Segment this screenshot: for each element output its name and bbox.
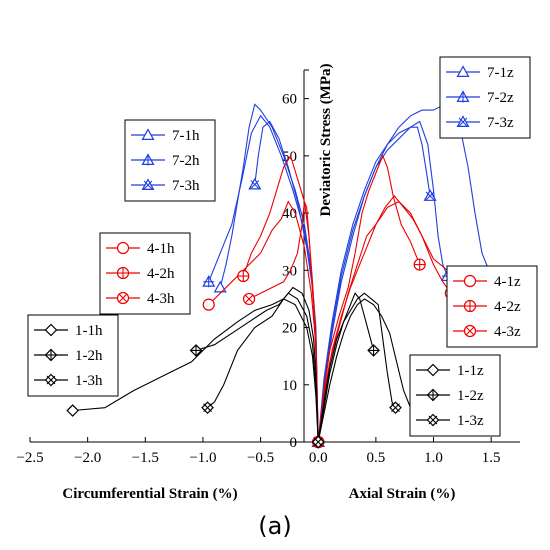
legend-label: 1-3h: [75, 373, 103, 389]
marker-x-b: [118, 293, 128, 303]
x-tick-label: 0.5: [367, 450, 386, 466]
series-line: [317, 195, 462, 443]
marker-x-b: [458, 117, 468, 127]
marker-circle: [202, 298, 215, 311]
legend-label: 7-2h: [172, 153, 200, 169]
legend-box: [409, 354, 501, 437]
marker-circle: [463, 274, 477, 288]
legend-upper-left: 7-1h 7-2h 7-3h: [124, 119, 216, 202]
series-line: [317, 298, 419, 443]
legend-label: 4-1h: [147, 241, 175, 257]
marker-triangle: [213, 280, 227, 293]
legend-label: 7-1h: [172, 128, 200, 144]
legend-label: 1-1z: [457, 363, 484, 379]
marker-x-b: [143, 180, 153, 190]
x-tick-label: −0.5: [247, 450, 274, 466]
x-axis-title-left: Circumferential Strain (%): [62, 486, 237, 502]
legend-label: 7-3z: [487, 115, 514, 131]
x-ticks: −2.5 −2.0 −1.5 −1.0 −0.5 0.0 0.5 1.0 1.5: [16, 437, 501, 466]
series-line: [207, 286, 319, 443]
legend-label: 4-2z: [494, 299, 521, 315]
figure-caption: (a): [258, 512, 291, 540]
series-1-2z: [311, 292, 380, 449]
marker-x-b: [428, 415, 438, 425]
marker-x-b: [465, 326, 475, 336]
legend-lower-left: 1-1h 1-2h 1-3h: [27, 314, 119, 397]
y-tick-label: 40: [282, 206, 297, 222]
legend-label: 4-3z: [494, 324, 521, 340]
marker-x-b: [46, 375, 56, 385]
legend-label: 1-2z: [457, 388, 484, 404]
y-tick-label: 60: [282, 92, 297, 108]
x-tick-label: 1.5: [482, 450, 501, 466]
marker-diamond: [66, 404, 80, 417]
legend-layer: 7-1h 7-2h 7-3h 4-1h 4-2h 4-3h 1-1h 1-2h 1-3h 7-1z…: [27, 56, 538, 437]
x-tick-label: 0.0: [309, 450, 328, 466]
marker-triangle: [141, 128, 155, 140]
legend-label: 1-2h: [75, 348, 103, 364]
legend-upper-right: 7-1z 7-2z 7-3z: [439, 56, 531, 139]
legend-lower-right: 1-1z 1-2z 1-3z: [409, 354, 501, 437]
legend-label: 7-3h: [172, 178, 200, 194]
legend-middle-left: 4-1h 4-2h 4-3h: [99, 232, 191, 315]
series-line: [317, 103, 500, 443]
marker-x-b: [250, 180, 260, 189]
x-tick-label: −1.5: [132, 450, 159, 466]
series-line: [195, 292, 319, 443]
x-tick-label: 1.0: [424, 450, 443, 466]
series-line: [72, 298, 319, 443]
marker-triangle: [456, 65, 470, 78]
marker-circle: [116, 241, 130, 255]
legend-label: 1-3z: [457, 413, 484, 429]
legend-label: 7-1z: [487, 65, 514, 81]
marker-x-b: [203, 403, 212, 413]
y-tick-label: 10: [282, 378, 297, 394]
series-line: [208, 200, 319, 443]
legend-label: 7-2z: [487, 90, 514, 106]
series-1-3h: [201, 286, 325, 449]
marker-x-b: [425, 191, 435, 201]
marker-diamond: [426, 363, 440, 377]
series-line: [219, 103, 319, 443]
legend-label: 4-3h: [147, 291, 175, 307]
y-tick-label: 20: [282, 321, 297, 337]
y-tick-label: 0: [290, 435, 298, 451]
series-line: [317, 292, 396, 443]
legend-label: 4-1z: [494, 274, 521, 290]
series-1-3z: [311, 292, 402, 449]
series-line: [317, 154, 421, 443]
x-tick-label: −1.0: [189, 450, 216, 466]
legend-label: 4-2h: [147, 266, 175, 282]
x-tick-label: −2.0: [74, 450, 101, 466]
legend-middle-right: 4-1z 4-2z 4-3z: [446, 265, 538, 348]
y-axis-title: Deviatoric Stress (MPa): [318, 63, 334, 216]
x-axis-title-right: Axial Strain (%): [349, 486, 456, 502]
x-tick-label: −2.5: [16, 450, 43, 466]
marker-x-b: [313, 437, 323, 447]
series-line: [208, 114, 319, 443]
series-line: [317, 292, 375, 443]
marker-x-b: [244, 294, 254, 304]
marker-diamond: [44, 323, 58, 337]
series-line: [248, 201, 319, 443]
plot-frame: [30, 70, 520, 443]
series-line: [317, 120, 448, 443]
legend-label: 1-1h: [75, 323, 103, 339]
series-line: [317, 126, 431, 443]
marker-x-b: [391, 403, 400, 413]
